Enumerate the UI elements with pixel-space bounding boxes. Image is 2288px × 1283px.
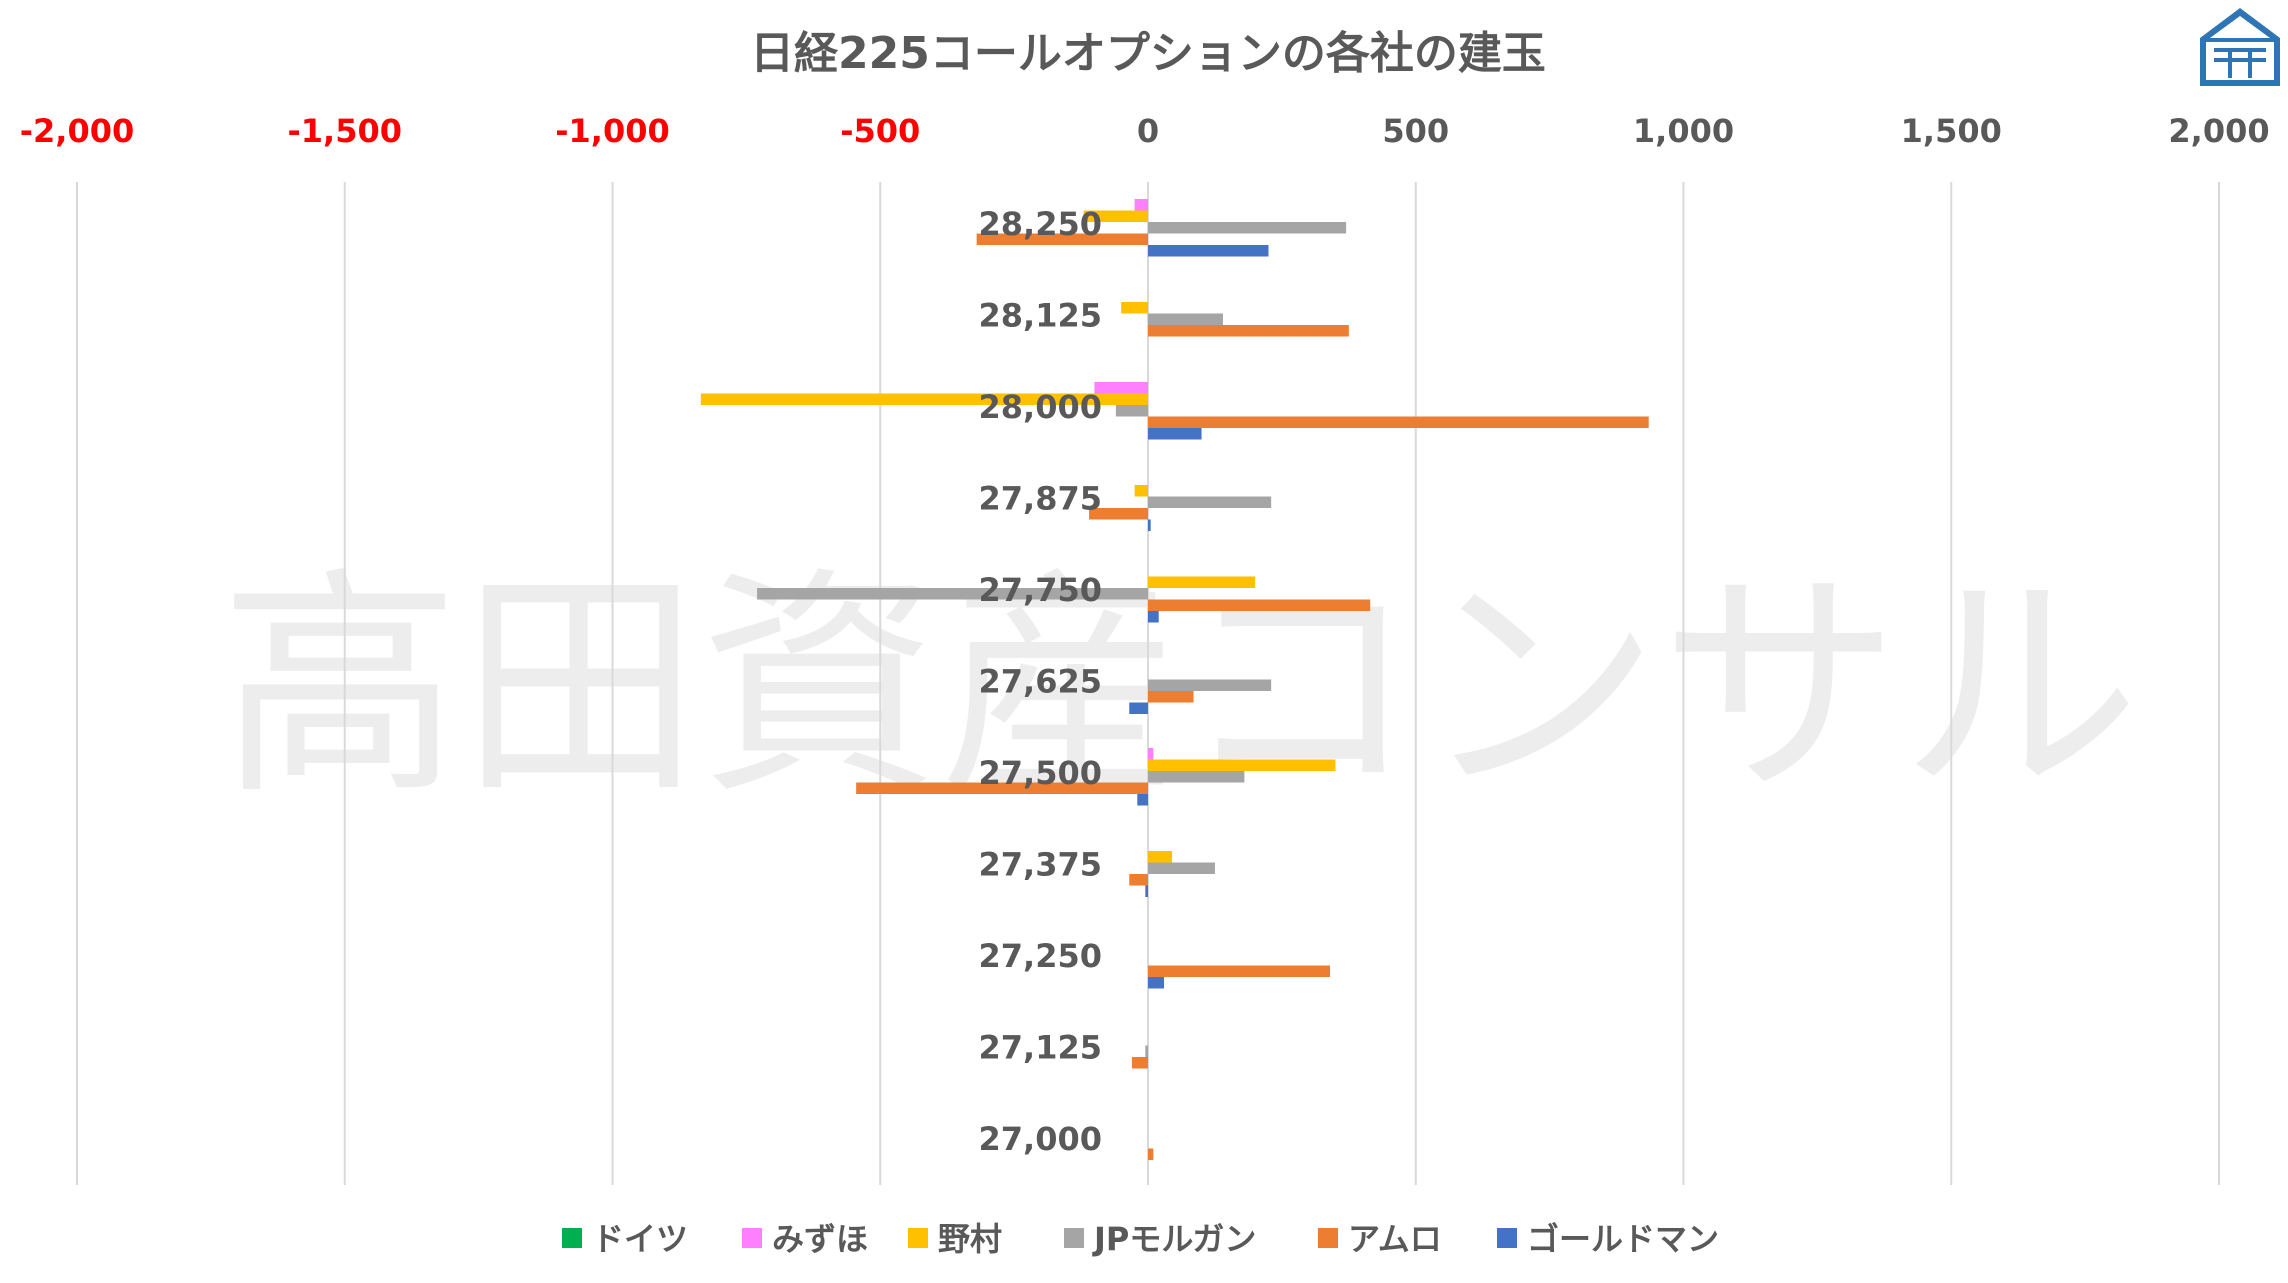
bar [1148, 496, 1272, 508]
bar [1145, 1045, 1148, 1057]
bar [1083, 210, 1148, 222]
bar [1129, 702, 1148, 714]
bar [1115, 405, 1148, 417]
bar [1137, 794, 1148, 806]
y-tick-label: 27,500 [979, 754, 1102, 792]
bars [700, 199, 1649, 1160]
y-tick-label: 28,125 [979, 297, 1102, 335]
y-axis-ticks: 28,250 28,125 28,000 27,875 27,750 27,625 27,5… [979, 205, 1102, 1158]
y-tick-label: 27,375 [979, 846, 1102, 884]
y-tick-label: 27,125 [979, 1029, 1102, 1067]
y-tick-label: 28,250 [979, 205, 1102, 243]
bar [1148, 759, 1336, 771]
x-tick-label: 1,000 [1633, 112, 1734, 150]
bar [976, 233, 1148, 245]
bar [1148, 862, 1215, 874]
x-tick-label: -1,000 [555, 112, 670, 150]
bar [1148, 1148, 1154, 1160]
legend-swatch [742, 1228, 762, 1248]
bar [1134, 485, 1148, 497]
y-tick-label: 27,625 [979, 663, 1102, 701]
x-tick-label: 500 [1382, 112, 1449, 150]
bar [1148, 599, 1371, 611]
x-tick-label: 0 [1137, 112, 1159, 150]
bar [856, 782, 1148, 794]
bar [757, 588, 1148, 600]
bar [1148, 611, 1159, 623]
legend-label: 野村 [938, 1220, 1002, 1258]
gridlines [76, 182, 2220, 1185]
bar [1148, 519, 1151, 531]
bar [1148, 325, 1349, 337]
bar [1148, 965, 1331, 977]
bar [1121, 302, 1148, 314]
legend-swatch [1064, 1228, 1084, 1248]
legend-label: ゴールドマン [1527, 1220, 1719, 1258]
bar [1148, 313, 1223, 325]
bar [1145, 885, 1148, 897]
bar [700, 393, 1148, 405]
bar [1134, 199, 1148, 211]
legend-swatch [908, 1228, 928, 1248]
bar [1089, 508, 1148, 520]
chart-title: 日経225コールオプションの各社の建玉 [750, 28, 1546, 79]
legend-label: みずほ [772, 1220, 868, 1258]
legend: ドイツ みずほ 野村 JPモルガン アムロ ゴールドマン [562, 1220, 1719, 1258]
y-tick-label: 27,000 [979, 1120, 1102, 1158]
x-axis-ticks: -2,000 -1,500 -1,000 -500 0 500 1,000 1,500 2,00… [20, 112, 2270, 150]
y-tick-label: 27,250 [979, 937, 1102, 975]
logo-icon [2200, 8, 2280, 86]
x-tick-label: 1,500 [1901, 112, 2002, 150]
bar [1148, 748, 1154, 760]
bar [1148, 222, 1347, 234]
x-tick-label: 2,000 [2168, 112, 2269, 150]
bar [1148, 679, 1272, 691]
bar [1148, 691, 1194, 703]
bar [1148, 851, 1173, 863]
x-tick-label: -1,500 [288, 112, 403, 150]
legend-label: アムロ [1348, 1220, 1442, 1258]
legend-label: JPモルガン [1092, 1220, 1256, 1258]
bar [1148, 576, 1256, 588]
legend-swatch [562, 1228, 582, 1248]
bar [1148, 245, 1269, 257]
bar [1148, 977, 1165, 989]
y-tick-label: 28,000 [979, 388, 1102, 426]
y-tick-label: 27,875 [979, 480, 1102, 518]
bar [1148, 416, 1649, 428]
bar [1148, 428, 1202, 440]
legend-swatch [1497, 1228, 1517, 1248]
bar [1131, 1057, 1148, 1069]
bar [1129, 874, 1148, 886]
bar [1094, 382, 1148, 394]
bar [1148, 771, 1245, 783]
legend-label: ドイツ [592, 1220, 688, 1258]
x-tick-label: -500 [840, 112, 920, 150]
y-tick-label: 27,750 [979, 571, 1102, 609]
x-tick-label: -2,000 [20, 112, 135, 150]
legend-swatch [1318, 1228, 1338, 1248]
